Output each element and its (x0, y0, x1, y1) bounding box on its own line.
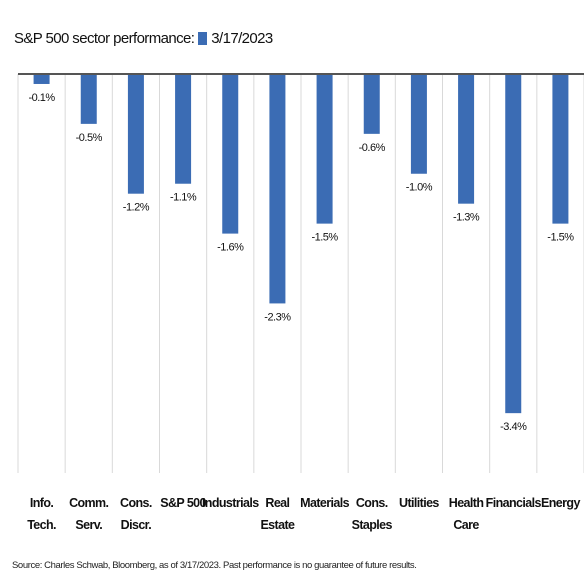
x-tick-label: Real Estate (260, 496, 295, 532)
value-label: -2.3% (264, 311, 291, 323)
bar (410, 74, 427, 174)
bar (127, 74, 144, 194)
bar (269, 74, 286, 304)
bar (80, 74, 97, 124)
bar (222, 74, 239, 234)
value-label: -1.5% (547, 232, 574, 244)
x-tick-label: Utilities (399, 496, 439, 510)
bar (316, 74, 333, 224)
value-label: -1.2% (123, 202, 150, 214)
x-tick-label: Health Care (448, 496, 484, 532)
x-tick-label: Info. Tech. (27, 496, 56, 532)
value-label: -1.5% (311, 232, 338, 244)
header: S&P 500 sector performance: 3/17/2023 (14, 30, 273, 47)
legend-swatch (198, 32, 208, 45)
bar (363, 74, 380, 134)
value-label: -0.5% (76, 132, 103, 144)
bar (33, 74, 50, 84)
value-label: -0.6% (359, 142, 386, 154)
x-tick-label: Cons. Staples (351, 496, 393, 532)
x-tick-label: Energy (541, 496, 580, 510)
bar (458, 74, 475, 204)
x-tick-label: Comm. Serv. (69, 496, 109, 532)
value-label: -0.1% (28, 92, 55, 104)
x-tick-label: Industrials (201, 496, 259, 510)
x-tick-label: Cons. Discr. (120, 496, 152, 532)
legend-label: 3/17/2023 (211, 30, 273, 47)
footnote: Source: Charles Schwab, Bloomberg, as of… (12, 560, 417, 571)
x-tick-label: S&P 500 (160, 496, 206, 510)
bar (552, 74, 569, 224)
value-label: -1.3% (453, 212, 480, 224)
x-tick-label: Materials (300, 496, 349, 510)
value-label: -3.4% (500, 421, 527, 433)
x-tick-label: Financials (485, 496, 542, 510)
value-label: -1.6% (217, 242, 244, 254)
bar (505, 74, 522, 414)
bar (175, 74, 192, 184)
value-label: -1.1% (170, 192, 197, 204)
chart-title: S&P 500 sector performance: (14, 30, 195, 47)
value-label: -1.0% (406, 182, 433, 194)
